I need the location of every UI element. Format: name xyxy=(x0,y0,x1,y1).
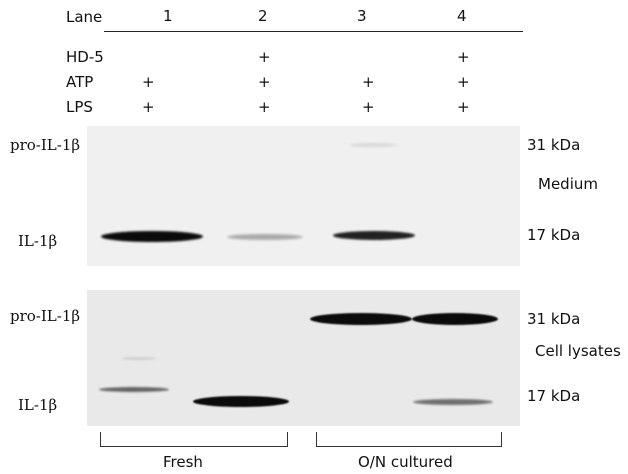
lane-label: Lane xyxy=(66,8,103,26)
condition-mark: + xyxy=(457,98,470,116)
header-underline xyxy=(104,31,523,32)
lysate-il1b-label: IL-1β xyxy=(18,396,58,414)
condition-mark: + xyxy=(142,73,155,91)
condition-mark: + xyxy=(142,98,155,116)
condition-mark: + xyxy=(362,98,375,116)
condition-mark: + xyxy=(457,73,470,91)
fresh-group-label: Fresh xyxy=(163,453,203,471)
medium-31kda-label: 31 kDa xyxy=(527,136,581,154)
medium-band-lane-2 xyxy=(227,234,303,240)
lysate-blot-panel xyxy=(87,290,520,426)
medium-blot-panel xyxy=(87,126,520,266)
condition-label-hd5: HD-5 xyxy=(66,48,104,66)
lysate-31kda-label: 31 kDa xyxy=(527,310,581,328)
condition-mark: + xyxy=(258,73,271,91)
lane-number-4: 4 xyxy=(457,7,467,25)
condition-mark: + xyxy=(258,98,271,116)
lysate-band-lane-4 xyxy=(413,399,493,405)
condition-mark: + xyxy=(258,48,271,66)
condition-label-lps: LPS xyxy=(66,98,93,116)
lysate-band-lane-1 xyxy=(99,387,169,392)
medium-band-lane-1 xyxy=(101,231,203,242)
medium-band-lane-3 xyxy=(333,231,415,240)
lysate-17kda-label: 17 kDa xyxy=(527,387,581,405)
lane-number-3: 3 xyxy=(357,7,367,25)
medium-panel-label: Medium xyxy=(538,175,598,193)
lysate-pro-il1b-label: pro-IL-1β xyxy=(10,307,81,325)
condition-mark: + xyxy=(362,73,375,91)
medium-band-lane-3-pro xyxy=(349,143,397,147)
medium-17kda-label: 17 kDa xyxy=(527,226,581,244)
condition-label-atp: ATP xyxy=(66,73,94,91)
lysate-band-lane-2 xyxy=(193,396,289,407)
lysate-panel-label: Cell lysates xyxy=(535,342,621,360)
condition-mark: + xyxy=(457,48,470,66)
lysate-band-lane-3 xyxy=(310,313,412,325)
on-cultured-group-label: O/N cultured xyxy=(358,453,453,471)
on-cultured-bracket xyxy=(316,432,502,447)
medium-il1b-label: IL-1β xyxy=(18,232,58,250)
lane-number-2: 2 xyxy=(258,7,268,25)
lysate-band-lane-4-pro xyxy=(412,313,498,325)
lane-number-1: 1 xyxy=(163,7,173,25)
medium-pro-il1b-label: pro-IL-1β xyxy=(10,136,81,154)
lysate-speck xyxy=(122,357,156,360)
fresh-bracket xyxy=(100,432,288,447)
